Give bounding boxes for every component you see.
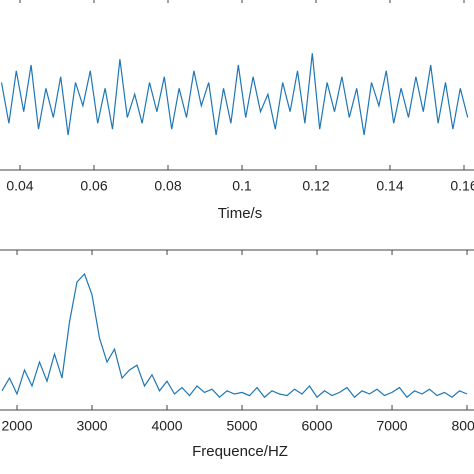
x-tick-label: 0.04 [6,178,33,194]
x-tick-label: 8000 [451,418,474,434]
x-axis-label: Time/s [218,205,262,222]
signal-line [1,272,468,399]
bottom-frame [0,249,474,411]
top-frame [0,169,474,171]
x-tick-label: 6000 [301,418,332,434]
x-tick-label: 4000 [151,418,182,434]
signal-line [0,53,469,136]
x-tick-label: 0.08 [154,178,181,194]
x-tick-label: 0.16 [450,178,474,194]
axes-frames [0,169,474,411]
x-axis-label: Frequence/HZ [192,443,288,460]
x-tick-label: 0.14 [376,178,403,194]
x-tick-label: 3000 [76,418,107,434]
x-tick-label: 2000 [1,418,32,434]
x-tick-label: 7000 [376,418,407,434]
x-tick-label: 0.06 [80,178,107,194]
x-tick-label: 0.12 [302,178,329,194]
x-tick-label: 5000 [226,418,257,434]
x-tick-label: 0.1 [232,178,252,194]
